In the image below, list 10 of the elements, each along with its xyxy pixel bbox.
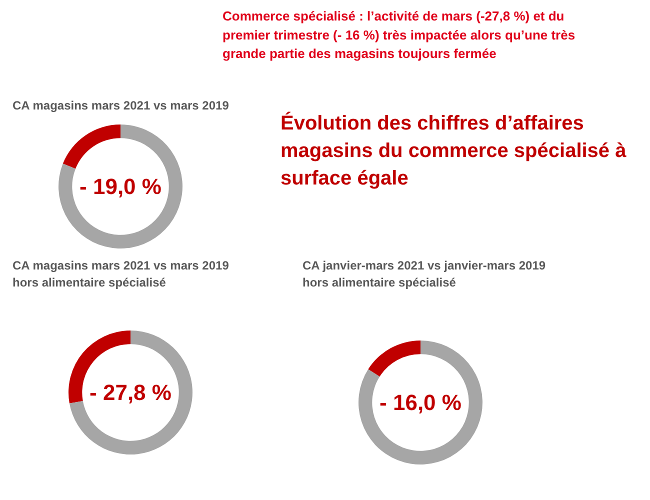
text: - 27,8 % <box>90 380 172 405</box>
text: - 16,0 % <box>380 390 462 415</box>
chart-subtitle: hors alimentaire spécialisé <box>302 276 456 290</box>
chart-title: CA janvier-mars 2021 vs janvier-mars 2019 <box>302 258 546 272</box>
text: Commerce spécialisé : l’activité de mars (-27,8 %) et du premier trimestre (- 16 %) très impactée alors qu’une très grande partie des magasins toujours fermée <box>222 8 576 61</box>
text: CA magasins mars 2021 vs mars 2019 <box>12 258 230 272</box>
text: - 19,0 % <box>80 174 162 199</box>
text: Évolution des chiffres d’affaires magasins du commerce spécialisé à surface égale <box>280 112 628 190</box>
chart-title: CA magasins mars 2021 vs mars 2019 <box>12 98 230 112</box>
chart-subtitle: hors alimentaire spécialisé <box>12 276 166 290</box>
